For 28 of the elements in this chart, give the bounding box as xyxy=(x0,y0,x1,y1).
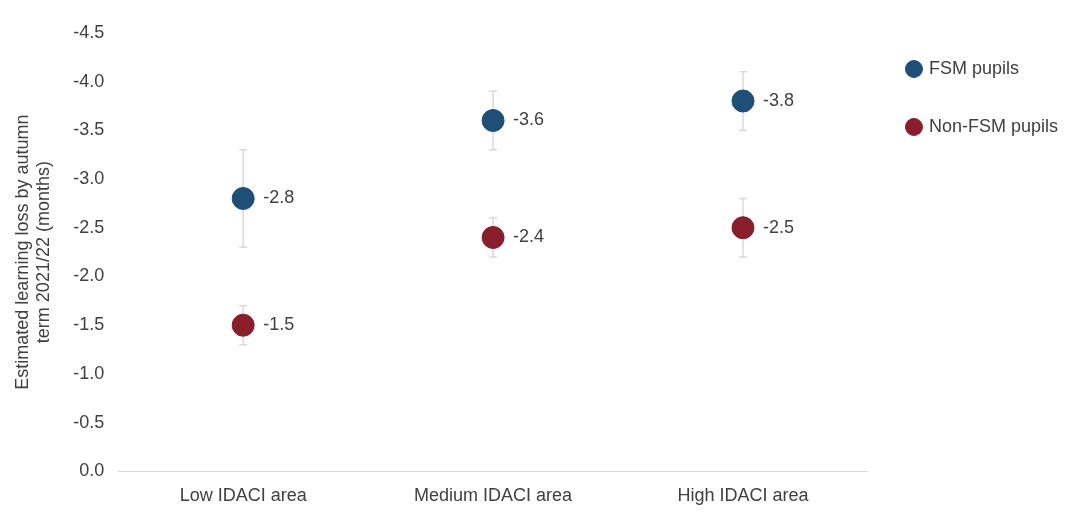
y-tick-label: 0.0 xyxy=(79,460,105,481)
y-tick-label: -2.0 xyxy=(73,265,105,286)
y-tick-label: -3.5 xyxy=(73,119,105,140)
point xyxy=(481,225,505,249)
point xyxy=(481,109,505,133)
y-axis-title: Estimated learning loss by autumn term 2021/22 (months) xyxy=(11,114,54,390)
point xyxy=(731,216,755,240)
point xyxy=(231,313,255,337)
point xyxy=(231,186,255,210)
y-tick-label: -4.5 xyxy=(73,21,105,42)
point xyxy=(731,89,755,113)
data-label: -3.8 xyxy=(763,90,795,110)
data-label: -2.5 xyxy=(763,216,795,237)
x-tick-label: Low IDACI area xyxy=(179,485,308,506)
legend-label: Non-FSM pupils xyxy=(928,115,1059,136)
data-label: -2.8 xyxy=(263,187,295,208)
y-tick-label: -2.5 xyxy=(73,216,105,237)
y-tick-label: -0.5 xyxy=(73,411,105,432)
data-label: -3.6 xyxy=(513,109,545,130)
y-tick-label: -1.5 xyxy=(73,314,105,335)
x-tick-label: High IDACI area xyxy=(677,485,810,506)
y-tick-label: -1.0 xyxy=(73,362,105,383)
y-tick-label: -4.0 xyxy=(73,70,105,91)
y-tick-label: -3.0 xyxy=(73,167,105,188)
legend-label: FSM pupils xyxy=(928,57,1019,78)
x-tick-label: Medium IDACI area xyxy=(414,485,574,506)
data-label: -1.5 xyxy=(263,314,295,335)
data-label: -2.4 xyxy=(513,226,545,247)
